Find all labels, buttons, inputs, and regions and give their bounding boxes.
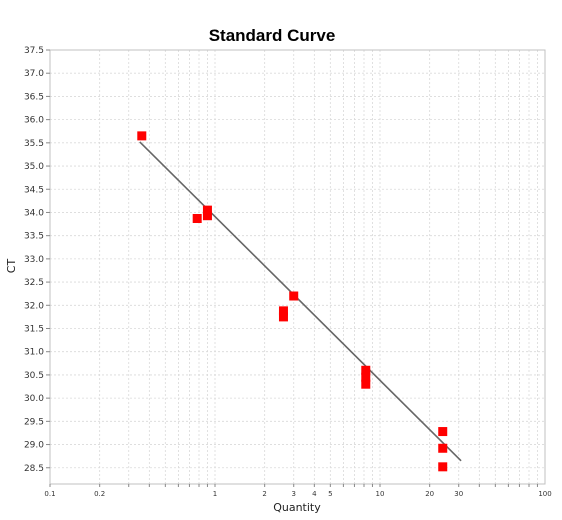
x-tick-label: 3 xyxy=(291,490,295,498)
y-tick-label: 32.0 xyxy=(24,301,44,311)
x-axis: 0.1 0.2 1 2 3 4 5 10 20 30 100 xyxy=(44,484,552,498)
y-tick-label: 35.0 xyxy=(24,162,44,172)
y-tick-label: 36.0 xyxy=(24,116,44,126)
grid-layer xyxy=(49,49,546,484)
x-tick-label: 0.2 xyxy=(94,490,105,498)
data-point xyxy=(202,205,212,215)
data-point xyxy=(438,462,448,472)
data-point xyxy=(438,427,448,437)
data-point xyxy=(361,372,371,382)
x-tick-label: 100 xyxy=(538,490,551,498)
y-tick-label: 31.5 xyxy=(24,325,44,335)
y-tick-label: 35.5 xyxy=(24,139,44,149)
y-tick-label: 34.0 xyxy=(24,208,44,218)
y-tick-label: 37.0 xyxy=(24,69,44,79)
y-tick-label: 33.0 xyxy=(24,255,44,265)
y-axis-label: CT xyxy=(5,259,18,274)
x-tick-label: 0.1 xyxy=(44,490,55,498)
standard-curve-fit-line xyxy=(139,141,462,462)
y-tick-label: 29.0 xyxy=(24,441,44,451)
x-tick-label: 20 xyxy=(425,490,434,498)
chart-title: Standard Curve xyxy=(209,26,336,45)
y-tick-label: 28.5 xyxy=(24,464,44,474)
x-tick-label: 2 xyxy=(262,490,266,498)
y-tick-label: 36.5 xyxy=(24,92,44,102)
data-point xyxy=(192,213,202,223)
data-point xyxy=(202,211,212,221)
data-point xyxy=(361,365,371,375)
data-point xyxy=(137,131,147,141)
y-tick-label: 33.5 xyxy=(24,232,44,242)
x-tick-label: 1 xyxy=(213,490,217,498)
data-point xyxy=(278,306,288,316)
data-point xyxy=(278,312,288,322)
y-axis: 28.5 29.0 29.5 30.0 30.5 31.0 31.5 32.0 32.5 33.0… xyxy=(24,46,50,474)
x-tick-label: 30 xyxy=(454,490,463,498)
x-axis-label: Quantity xyxy=(273,501,321,514)
data-point xyxy=(289,291,299,301)
series-layer xyxy=(137,131,462,472)
y-tick-label: 37.5 xyxy=(24,46,44,56)
data-point xyxy=(361,379,371,389)
y-tick-label: 31.0 xyxy=(24,348,44,358)
x-tick-label: 5 xyxy=(328,490,332,498)
y-tick-label: 30.0 xyxy=(24,394,44,404)
y-tick-label: 32.5 xyxy=(24,278,44,288)
data-point xyxy=(438,443,448,453)
y-tick-label: 29.5 xyxy=(24,417,44,427)
x-tick-label: 10 xyxy=(376,490,385,498)
y-tick-label: 30.5 xyxy=(24,371,44,381)
plot-area xyxy=(49,49,546,485)
y-tick-label: 34.5 xyxy=(24,185,44,195)
x-tick-label: 4 xyxy=(312,490,317,498)
